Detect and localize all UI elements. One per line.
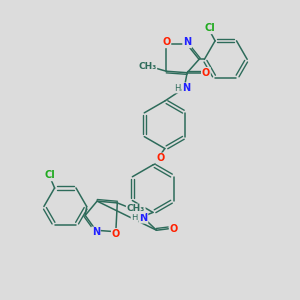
Text: N: N bbox=[140, 213, 148, 223]
Text: O: O bbox=[202, 68, 210, 78]
Text: Cl: Cl bbox=[45, 170, 56, 181]
Text: O: O bbox=[156, 153, 164, 163]
Text: O: O bbox=[112, 229, 120, 239]
Text: N: N bbox=[92, 227, 100, 237]
Text: CH₃: CH₃ bbox=[138, 62, 157, 71]
Text: Cl: Cl bbox=[204, 23, 215, 33]
Text: N: N bbox=[183, 38, 191, 47]
Text: O: O bbox=[170, 224, 178, 234]
Text: CH₃: CH₃ bbox=[127, 204, 145, 213]
Text: H: H bbox=[131, 213, 138, 222]
Text: H: H bbox=[175, 84, 181, 93]
Text: O: O bbox=[162, 38, 170, 47]
Text: N: N bbox=[182, 83, 190, 93]
